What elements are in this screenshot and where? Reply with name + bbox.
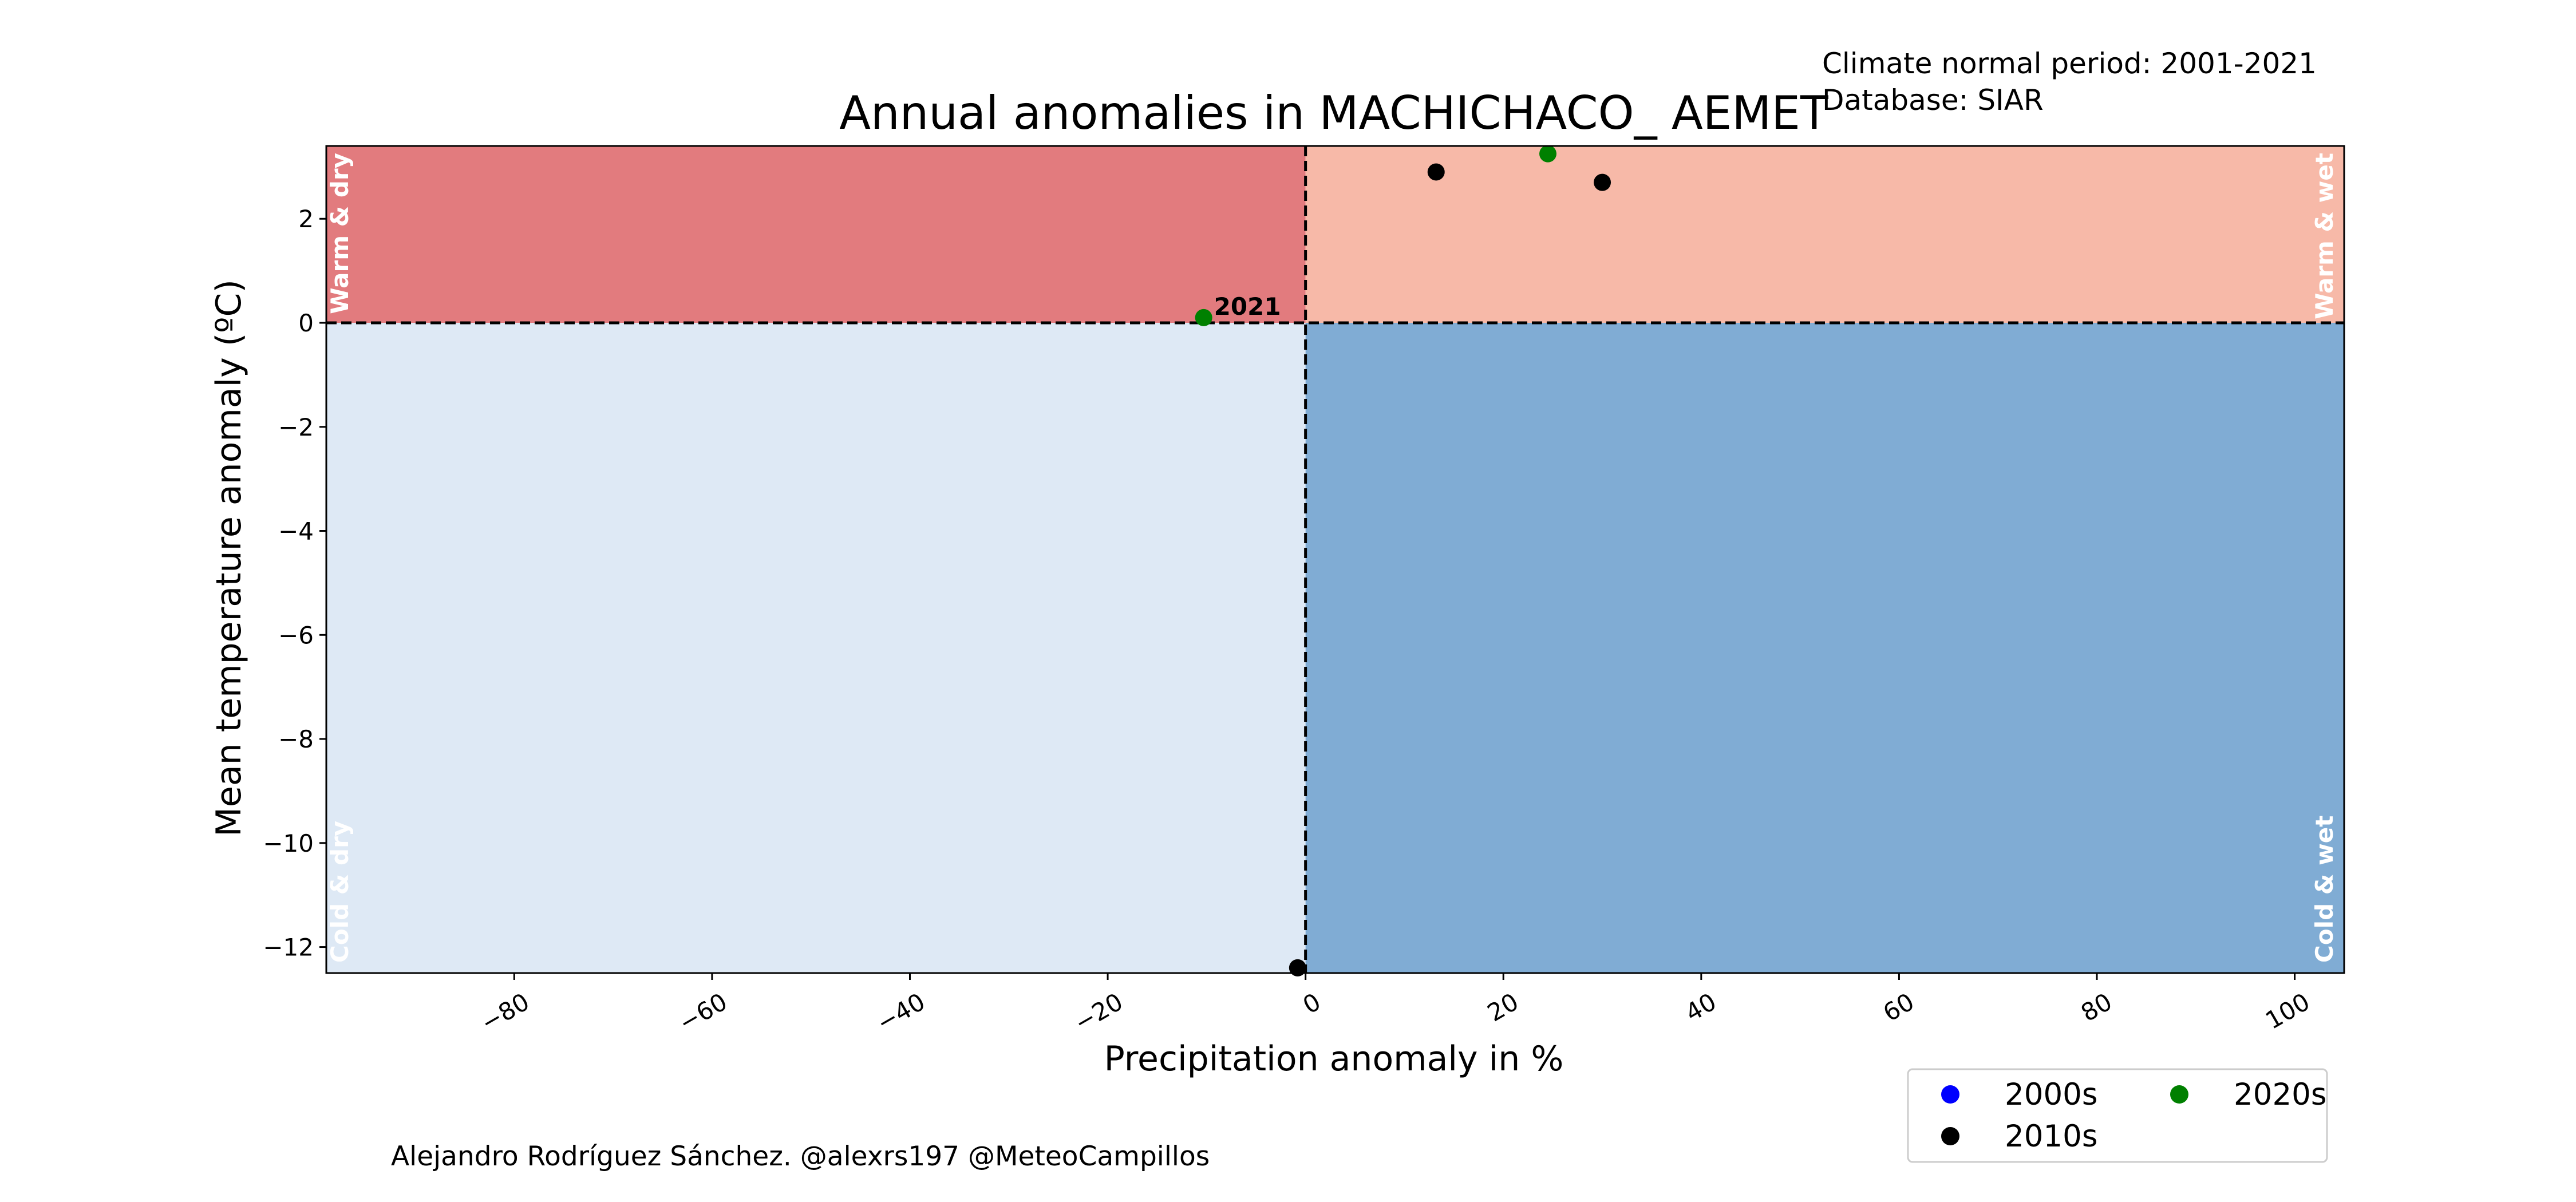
point-2020s-2: [1195, 309, 1212, 326]
y-tick-label: −12: [263, 934, 314, 962]
quadrant-backgrounds: [326, 146, 2344, 974]
climate-normal-period: Climate normal period: 2001-2021: [1822, 47, 2317, 80]
y-axis-label: Mean temperature anomaly (ºC): [209, 279, 249, 837]
legend-marker-2020s: [2170, 1085, 2188, 1104]
point-2010s-3: [1289, 959, 1306, 976]
x-tick-label: 20: [1483, 987, 1523, 1027]
plot-frame: [325, 145, 2345, 974]
x-tick-label: 40: [1681, 987, 1721, 1027]
y-tick-label: 2: [298, 205, 314, 233]
x-tick-label: −40: [872, 987, 930, 1037]
x-tick-label: −60: [674, 987, 732, 1037]
point-2010s-1: [1427, 163, 1445, 181]
x-axis-ticks: −80 −60 −40 −20 0 20 40 60 80 100: [476, 973, 2314, 1037]
x-tick-label: 60: [1878, 987, 1919, 1027]
y-tick-label: −4: [278, 517, 314, 545]
y-tick-label: −10: [263, 829, 314, 857]
quadrant-label-warm-and-wet: Warm & wet: [2310, 153, 2338, 319]
quadrant-warm-and-dry: [326, 146, 1306, 323]
x-axis-label: Precipitation anomaly in %: [1104, 1039, 1564, 1079]
y-tick-label: −8: [278, 725, 314, 753]
quadrant-cold-and-dry: [326, 322, 1306, 974]
quadrant-cold-and-wet: [1305, 322, 2344, 974]
point-2010s-2: [1594, 173, 1611, 191]
legend: 2000s 2020s 2010s: [1907, 1068, 2328, 1163]
point-label-2021: 2021: [1214, 292, 1281, 321]
chart-title: Annual anomalies in MACHICHACO_ AEMET: [839, 86, 1829, 140]
quadrant-label-cold-and-wet: Cold & wet: [2310, 816, 2338, 963]
y-tick-label: 0: [298, 309, 314, 337]
legend-marker-2010s: [1941, 1127, 1959, 1145]
zero-reference-lines: [326, 146, 2344, 973]
quadrant-labels: Warm & dry Warm & wet Cold & dry Cold & wet: [326, 153, 2338, 963]
x-tick-label: 80: [2076, 987, 2117, 1027]
x-tick-label: −80: [476, 987, 534, 1037]
y-tick-label: −2: [278, 413, 314, 441]
legend-marker-2000s: [1941, 1085, 1959, 1104]
author-credit: Alejandro Rodríguez Sánchez. @alexrs197 …: [391, 1141, 1210, 1172]
legend-frame: [1907, 1068, 2328, 1163]
legend-label-2010s: 2010s: [2005, 1119, 2098, 1154]
point-2020s-1: [1539, 145, 1557, 163]
quadrant-warm-and-wet: [1305, 146, 2344, 323]
x-tick-label: 100: [2261, 987, 2314, 1035]
quadrant-label-cold-and-dry: Cold & dry: [326, 821, 354, 963]
y-axis-ticks: 2 0 −2 −4 −6 −8 −10 −12: [263, 205, 326, 962]
x-tick-label: −20: [1069, 987, 1127, 1037]
legend-label-2000s: 2000s: [2005, 1077, 2098, 1112]
data-points: 2021: [1195, 145, 1611, 976]
x-tick-label: 0: [1298, 987, 1326, 1019]
y-tick-label: −6: [278, 621, 314, 649]
legend-label-2020s: 2020s: [2234, 1077, 2327, 1112]
quadrant-label-warm-and-dry: Warm & dry: [326, 153, 354, 314]
database-label: Database: SIAR: [1822, 84, 2044, 117]
